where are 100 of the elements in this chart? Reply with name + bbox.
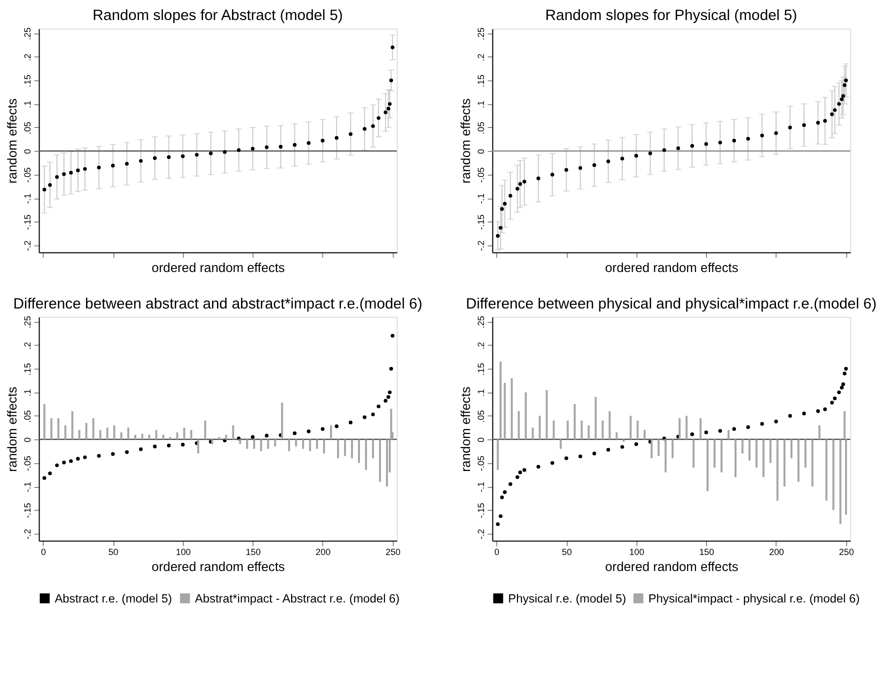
point [278,144,283,149]
point [816,120,820,125]
point [180,154,185,158]
point [166,155,171,160]
point [139,159,143,163]
y-tick-label: .25 [22,28,32,40]
legend-label: Abstract r.e. (model 5) [54,591,172,606]
point [292,431,297,436]
y-tick-label: -.05 [476,456,486,472]
point [388,390,392,394]
point [830,112,834,116]
point [536,176,540,180]
x-tick-label: 250 [839,547,854,558]
point [139,447,143,452]
point [69,170,73,175]
y-tick-label: -.05 [476,167,486,183]
point [592,163,596,168]
point [732,138,736,143]
y-tick-label: .1 [476,100,486,108]
point [802,123,806,127]
y-tick-label: .15 [22,74,32,88]
point [522,180,526,184]
point [578,166,582,170]
point [620,445,624,449]
y-tick-label: -.1 [22,482,32,492]
point [62,460,66,464]
y-tick-label: .2 [476,54,486,62]
point [564,456,568,460]
y-tick-label: -.2 [476,528,486,540]
point [125,450,129,454]
point [334,424,338,428]
y-tick-label: .25 [476,28,486,40]
point [208,152,213,156]
point [166,444,171,448]
y-tick-label: .2 [476,342,486,350]
y-tick-label: .2 [22,342,32,350]
point [496,522,500,526]
x-tick-label: 100 [176,547,191,558]
point [746,136,750,141]
x-axis-title: ordered random effects [152,260,285,276]
point [264,145,269,150]
x-tick-label: 250 [386,547,401,558]
y-tick-label: -.1 [476,482,486,492]
point [97,166,101,170]
y-tick-label: 0 [22,437,32,442]
y-tick-label: -.15 [22,214,32,230]
x-tick-label: 200 [316,547,331,558]
point [498,514,502,518]
point [704,430,708,434]
point [371,124,375,128]
point [320,138,324,143]
point [844,366,848,371]
point [362,415,366,420]
point [620,156,624,160]
point [390,46,394,50]
point [76,168,80,172]
point [500,207,504,211]
point [823,119,827,123]
y-axis-title: random effects [4,386,20,472]
point [496,234,500,238]
y-tick-label: .05 [22,410,32,423]
y-tick-label: -.05 [22,456,32,472]
point [844,78,848,82]
point [388,102,392,106]
point [498,226,502,230]
point [502,490,507,494]
point [564,168,568,172]
point [384,398,388,403]
y-tick-label: .05 [476,122,486,134]
y-tick-label: .15 [476,74,486,88]
point [97,454,101,458]
point [389,366,394,371]
point [376,404,380,408]
legend-label: Abstrat*impact - Abstract r.e. (model 6) [194,591,400,606]
point [125,162,129,166]
y-tick-label: .15 [22,363,32,376]
y-tick-label: .1 [22,389,32,397]
point [111,452,115,456]
y-tick-label: -.2 [476,240,486,251]
y-tick-label: .1 [22,100,32,108]
point [760,422,764,426]
point [802,412,806,416]
x-tick-label: 100 [629,547,644,558]
point [250,435,255,439]
point [718,140,722,144]
point [180,442,185,446]
point [250,146,255,151]
point [536,464,540,469]
y-axis-title: random effects [458,386,473,472]
point [386,106,390,110]
point [634,442,638,446]
point [69,459,73,463]
point [83,167,87,171]
y-tick-label: .05 [476,410,486,423]
y-tick-label: -.15 [476,502,486,518]
point [578,454,582,458]
legend-label: Physical*impact - physical r.e. (model 6) [648,591,860,606]
legend-label: Physical r.e. (model 5) [508,591,626,606]
point [222,150,227,154]
point [690,144,694,148]
